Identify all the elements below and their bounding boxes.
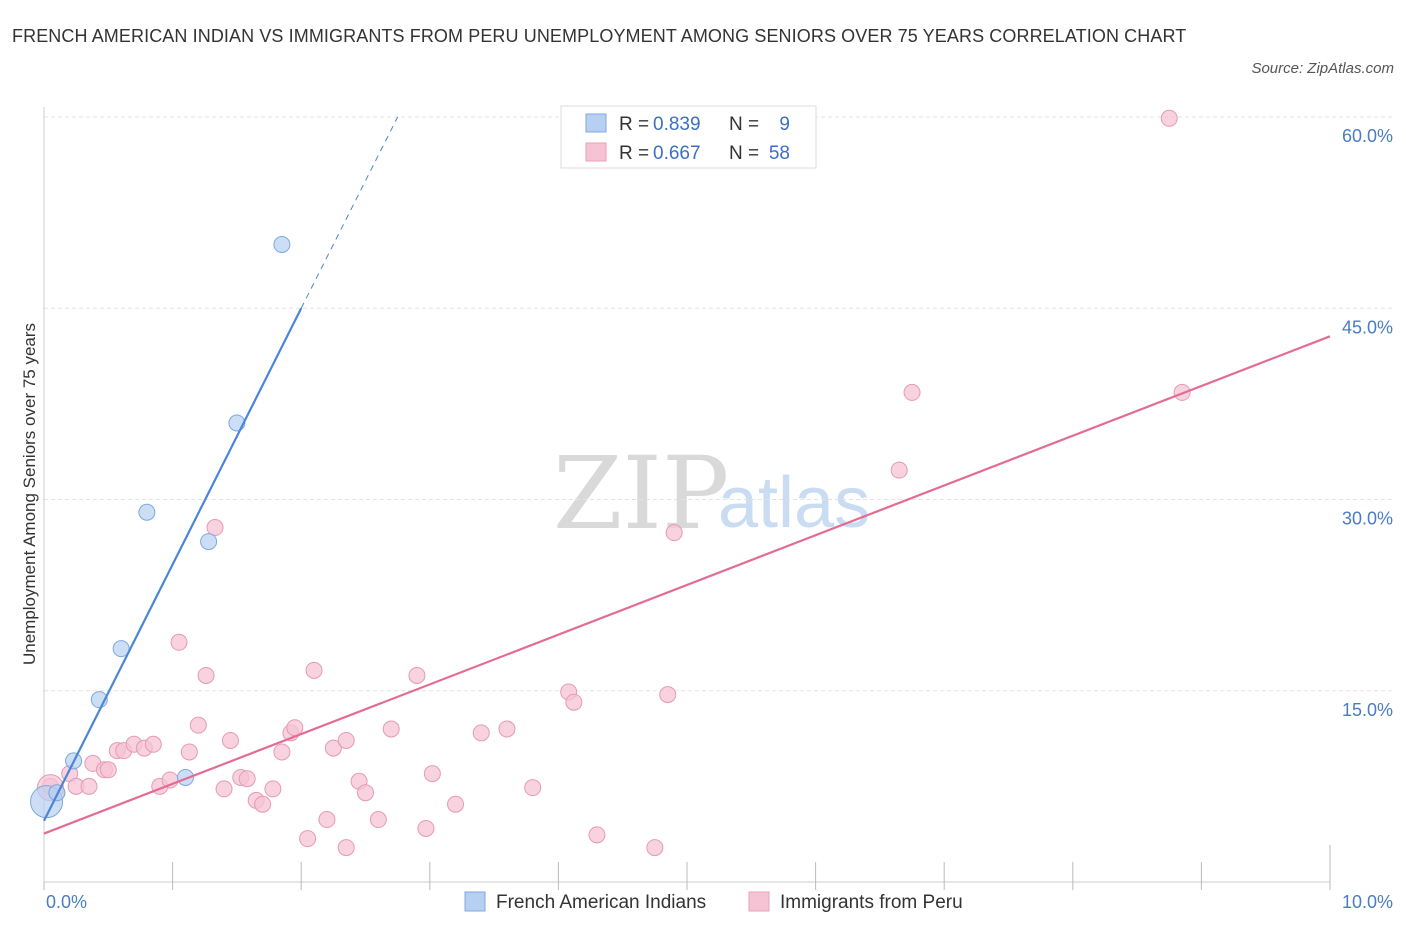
bottom-legend-swatch-pink — [748, 891, 770, 912]
y-tick-label-30: 30.0% — [1342, 509, 1393, 529]
peru-point-19 — [206, 519, 224, 537]
peru-point-17 — [189, 716, 207, 734]
watermark-zip: ZIP — [553, 435, 729, 552]
legend-r-value-1: 0.839 — [653, 114, 701, 135]
peru-point-16 — [180, 743, 198, 761]
peru-point-4 — [80, 777, 98, 795]
peru-point-43 — [447, 795, 465, 813]
bottom-legend-swatch-blue — [464, 891, 486, 912]
legend-n-value-1: 9 — [779, 114, 790, 135]
peru-point-37 — [357, 784, 374, 802]
french-american-indians-point-5 — [138, 503, 156, 521]
peru-point-20 — [215, 780, 233, 798]
legend-swatch-blue — [585, 113, 607, 133]
peru-point-23 — [238, 770, 256, 788]
y-tick-label-60: 60.0% — [1342, 126, 1393, 146]
peru-point-31 — [305, 661, 323, 679]
bottom-legend-label-french-american-indians: French American Indians — [496, 892, 706, 913]
source-label: Source: ZipAtlas.com — [1251, 60, 1394, 77]
peru-point-40 — [408, 666, 426, 684]
peru-point-55 — [903, 383, 921, 401]
peru-point-46 — [524, 779, 542, 797]
peru-point-7 — [99, 761, 117, 779]
peru-point-50 — [646, 839, 664, 857]
peru-point-33 — [324, 739, 342, 757]
peru-point-35 — [337, 839, 355, 857]
trendline-immigrants-from-peru — [43, 335, 1331, 835]
peru-point-30 — [299, 830, 317, 848]
y-axis-label: Unemployment Among Seniors over 75 years — [20, 323, 39, 665]
chart-title: FRENCH AMERICAN INDIAN VS IMMIGRANTS FRO… — [12, 26, 1187, 46]
y-tick-label-15: 15.0% — [1342, 700, 1393, 720]
series-legend: French American Indians Immigrants from … — [464, 891, 963, 913]
series-french-american-indians-points — [30, 236, 291, 819]
peru-point-15 — [170, 633, 188, 651]
peru-point-21 — [221, 731, 239, 749]
y-tick-label-45: 45.0% — [1342, 317, 1393, 337]
peru-point-39 — [382, 720, 400, 738]
legend-r-label-2: R = — [619, 143, 649, 164]
peru-point-12 — [144, 735, 162, 753]
peru-point-26 — [264, 780, 282, 798]
peru-point-41 — [417, 819, 435, 837]
peru-point-51 — [659, 686, 677, 704]
y-axis-tick-labels: 15.0% 30.0% 45.0% 60.0% — [1342, 126, 1393, 720]
legend-n-label-2: N = — [729, 143, 759, 164]
legend-r-label-1: R = — [619, 114, 649, 135]
correlation-legend: R = 0.839 N = 9 R = 0.667 N = 58 — [560, 105, 817, 169]
peru-point-38 — [369, 811, 387, 829]
peru-point-42 — [423, 765, 441, 783]
peru-point-49 — [588, 826, 606, 844]
peru-point-44 — [472, 724, 490, 742]
trendlines — [43, 116, 1331, 835]
x-axis-ticks — [43, 845, 1331, 890]
peru-point-45 — [498, 720, 516, 738]
peru-point-48 — [565, 693, 583, 711]
legend-swatch-pink — [585, 142, 607, 162]
trendline-french-american-indians-extension — [300, 116, 399, 309]
legend-n-label-1: N = — [729, 114, 759, 135]
peru-point-56 — [1160, 109, 1178, 127]
bottom-legend-label-immigrants-from-peru: Immigrants from Peru — [780, 892, 963, 913]
trendline-french-american-indians — [43, 307, 303, 822]
gridlines — [44, 116, 1393, 692]
x-tick-label-min: 0.0% — [46, 892, 87, 912]
peru-point-54 — [890, 461, 908, 479]
peru-point-27 — [273, 743, 291, 761]
peru-point-18 — [197, 666, 215, 684]
legend-n-value-2: 58 — [769, 143, 790, 164]
french-american-indians-point-9 — [273, 236, 291, 253]
peru-point-52 — [665, 524, 683, 542]
x-tick-label-max: 10.0% — [1342, 892, 1393, 912]
watermark-atlas: atlas — [718, 463, 870, 543]
peru-point-32 — [318, 811, 336, 829]
series-peru-points — [36, 108, 1191, 857]
peru-point-25 — [254, 795, 272, 813]
legend-r-value-2: 0.667 — [653, 143, 701, 164]
peru-point-34 — [337, 731, 355, 749]
french-american-indians-point-7 — [200, 533, 218, 551]
